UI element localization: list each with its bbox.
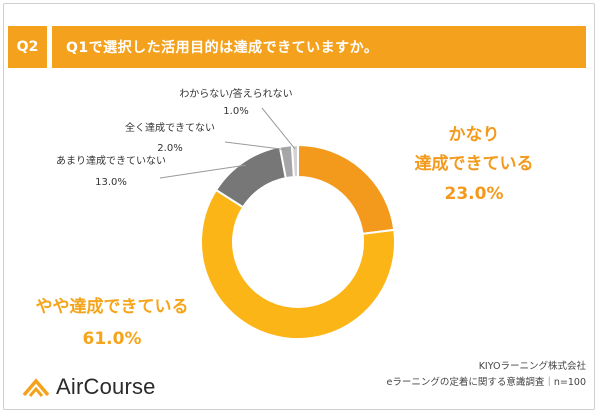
label-mattaku-value: 2.0% — [157, 143, 182, 154]
footer-survey: eラーニングの定着に関する意識調査｜n=100 — [386, 377, 586, 388]
leader-line — [261, 107, 296, 150]
label-wakaranai-value: 1.0% — [223, 106, 248, 117]
slice-kanari — [297, 143, 396, 235]
label-mattaku-line1: 全く達成できてない — [125, 121, 215, 134]
label-kanari-value: 23.0% — [445, 184, 504, 204]
question-number-badge: Q2 — [8, 26, 47, 68]
question-header: Q2 Q1で選択した活用目的は達成できていますか。 — [8, 26, 586, 68]
label-yaya-value: 61.0% — [83, 329, 142, 349]
leader-line — [224, 141, 287, 151]
footer-company: KIYOラーニング株式会社 — [478, 361, 586, 372]
slice-wakaranai — [290, 143, 299, 179]
label-wakaranai-line1: わからない/答えられない — [179, 87, 292, 100]
slice-yaya — [200, 188, 396, 340]
leader-line — [159, 164, 246, 179]
label-amari-line1: あまり達成できていない — [56, 155, 166, 167]
card-frame — [3, 3, 595, 410]
question-title: Q1で選択した活用目的は達成できていますか。 — [52, 26, 586, 68]
leader-lines — [159, 107, 296, 179]
aircourse-logo: AirCourse — [22, 373, 156, 401]
logo-name: AirCourse — [56, 374, 156, 399]
label-kanari-line2: 達成できている — [415, 153, 534, 174]
label-amari-value: 13.0% — [95, 177, 127, 188]
aircourse-chevron-icon — [22, 378, 50, 397]
donut-slices — [200, 143, 396, 340]
label-kanari-line1: かなり — [449, 125, 500, 145]
label-yaya-line1: やや達成できている — [36, 296, 189, 317]
